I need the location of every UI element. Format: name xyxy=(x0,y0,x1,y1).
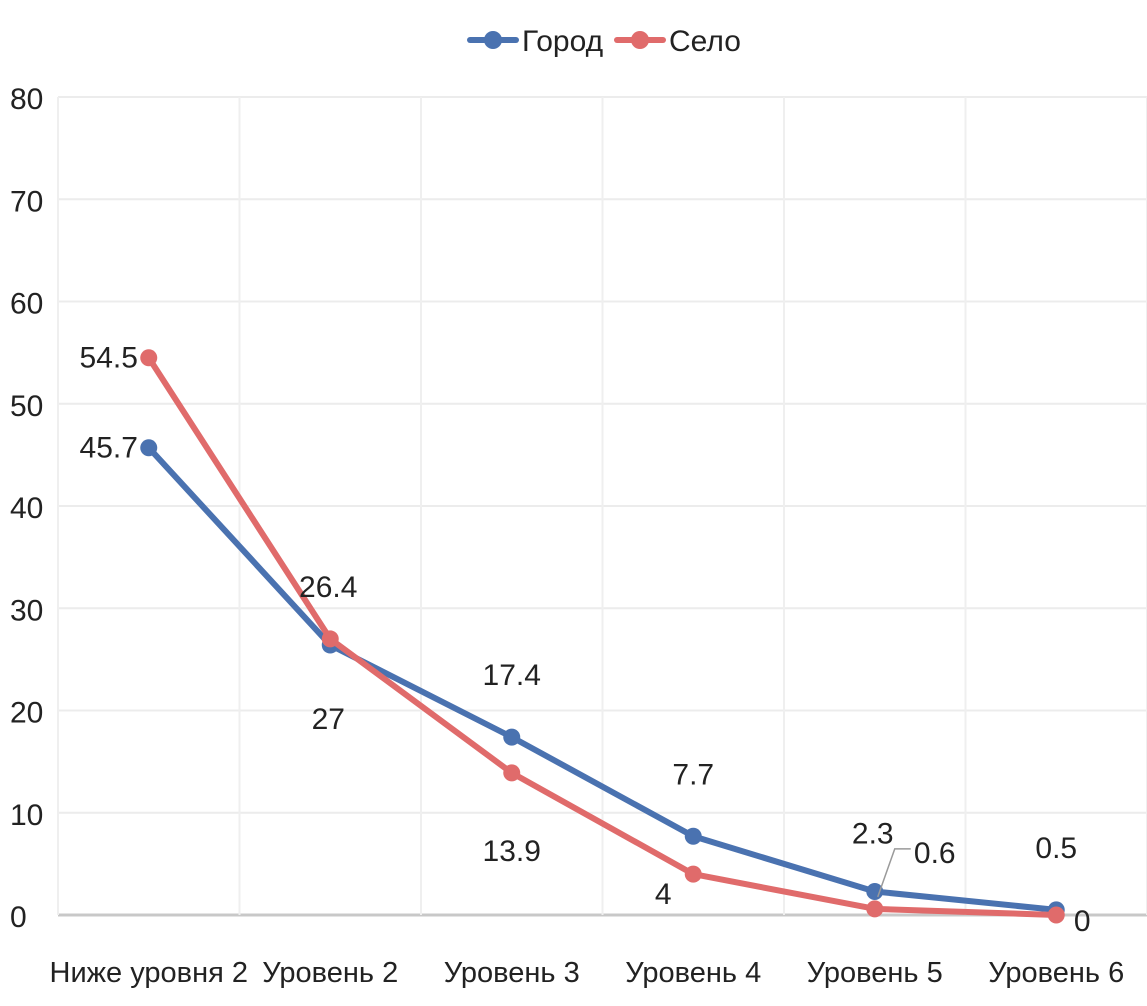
series-line-1 xyxy=(145,444,1060,913)
data-point xyxy=(321,630,339,648)
x-tick-label: Ниже уровня 2 xyxy=(50,957,248,989)
x-tick-label: Уровень 4 xyxy=(625,957,761,989)
data-point xyxy=(140,349,158,367)
y-tick-label: 60 xyxy=(10,288,43,321)
legend-marker xyxy=(631,31,649,49)
y-axis: 0 10 20 30 40 50 60 70 80 xyxy=(10,83,43,934)
data-label: 2.3 xyxy=(852,817,894,850)
y-tick-label: 30 xyxy=(10,594,43,627)
data-label: 13.9 xyxy=(483,835,541,868)
data-point xyxy=(866,900,884,918)
data-point xyxy=(684,827,702,845)
data-label: 7.7 xyxy=(672,758,714,791)
x-tick-label: Уровень 2 xyxy=(262,957,398,989)
y-tick-label: 70 xyxy=(10,185,43,218)
data-point xyxy=(503,728,521,746)
data-label: 4 xyxy=(655,878,672,911)
legend-marker xyxy=(484,31,502,49)
legend: Город Село xyxy=(467,25,741,58)
y-tick-label: 20 xyxy=(10,697,43,730)
data-label: 26.4 xyxy=(299,571,357,604)
data-label: 0.6 xyxy=(914,837,956,870)
x-tick-label: Уровень 6 xyxy=(988,957,1124,989)
data-point xyxy=(866,882,884,900)
legend-label: Город xyxy=(522,25,603,58)
series-layer xyxy=(140,349,1065,924)
data-label: 17.4 xyxy=(483,659,541,692)
data-point xyxy=(684,865,702,883)
y-tick-label: 0 xyxy=(10,901,27,934)
leader-line xyxy=(877,848,911,898)
y-tick-label: 50 xyxy=(10,390,43,423)
x-axis: Ниже уровня 2 Уровень 2 Уровень 3 Уровень 4… xyxy=(50,957,1125,989)
data-label: 27 xyxy=(312,703,345,736)
gridlines xyxy=(57,96,1147,917)
y-tick-label: 80 xyxy=(10,83,43,116)
data-labels: 45.7 26.4 17.4 7.7 2.3 0.5 54.5 27 13.9 4 0.6 0 xyxy=(80,342,1091,938)
legend-label: Село xyxy=(669,25,741,58)
y-tick-label: 40 xyxy=(10,492,43,525)
data-point xyxy=(503,764,521,782)
data-label: 45.7 xyxy=(80,432,138,465)
data-point xyxy=(140,439,158,457)
series-line-2 xyxy=(145,354,1060,918)
data-label: 0.5 xyxy=(1035,832,1077,865)
data-label: 54.5 xyxy=(80,342,138,375)
x-tick-label: Уровень 5 xyxy=(807,957,943,989)
x-tick-label: Уровень 3 xyxy=(444,957,580,989)
y-tick-label: 10 xyxy=(10,799,43,832)
data-point xyxy=(1047,906,1065,924)
data-label: 0 xyxy=(1074,905,1091,938)
